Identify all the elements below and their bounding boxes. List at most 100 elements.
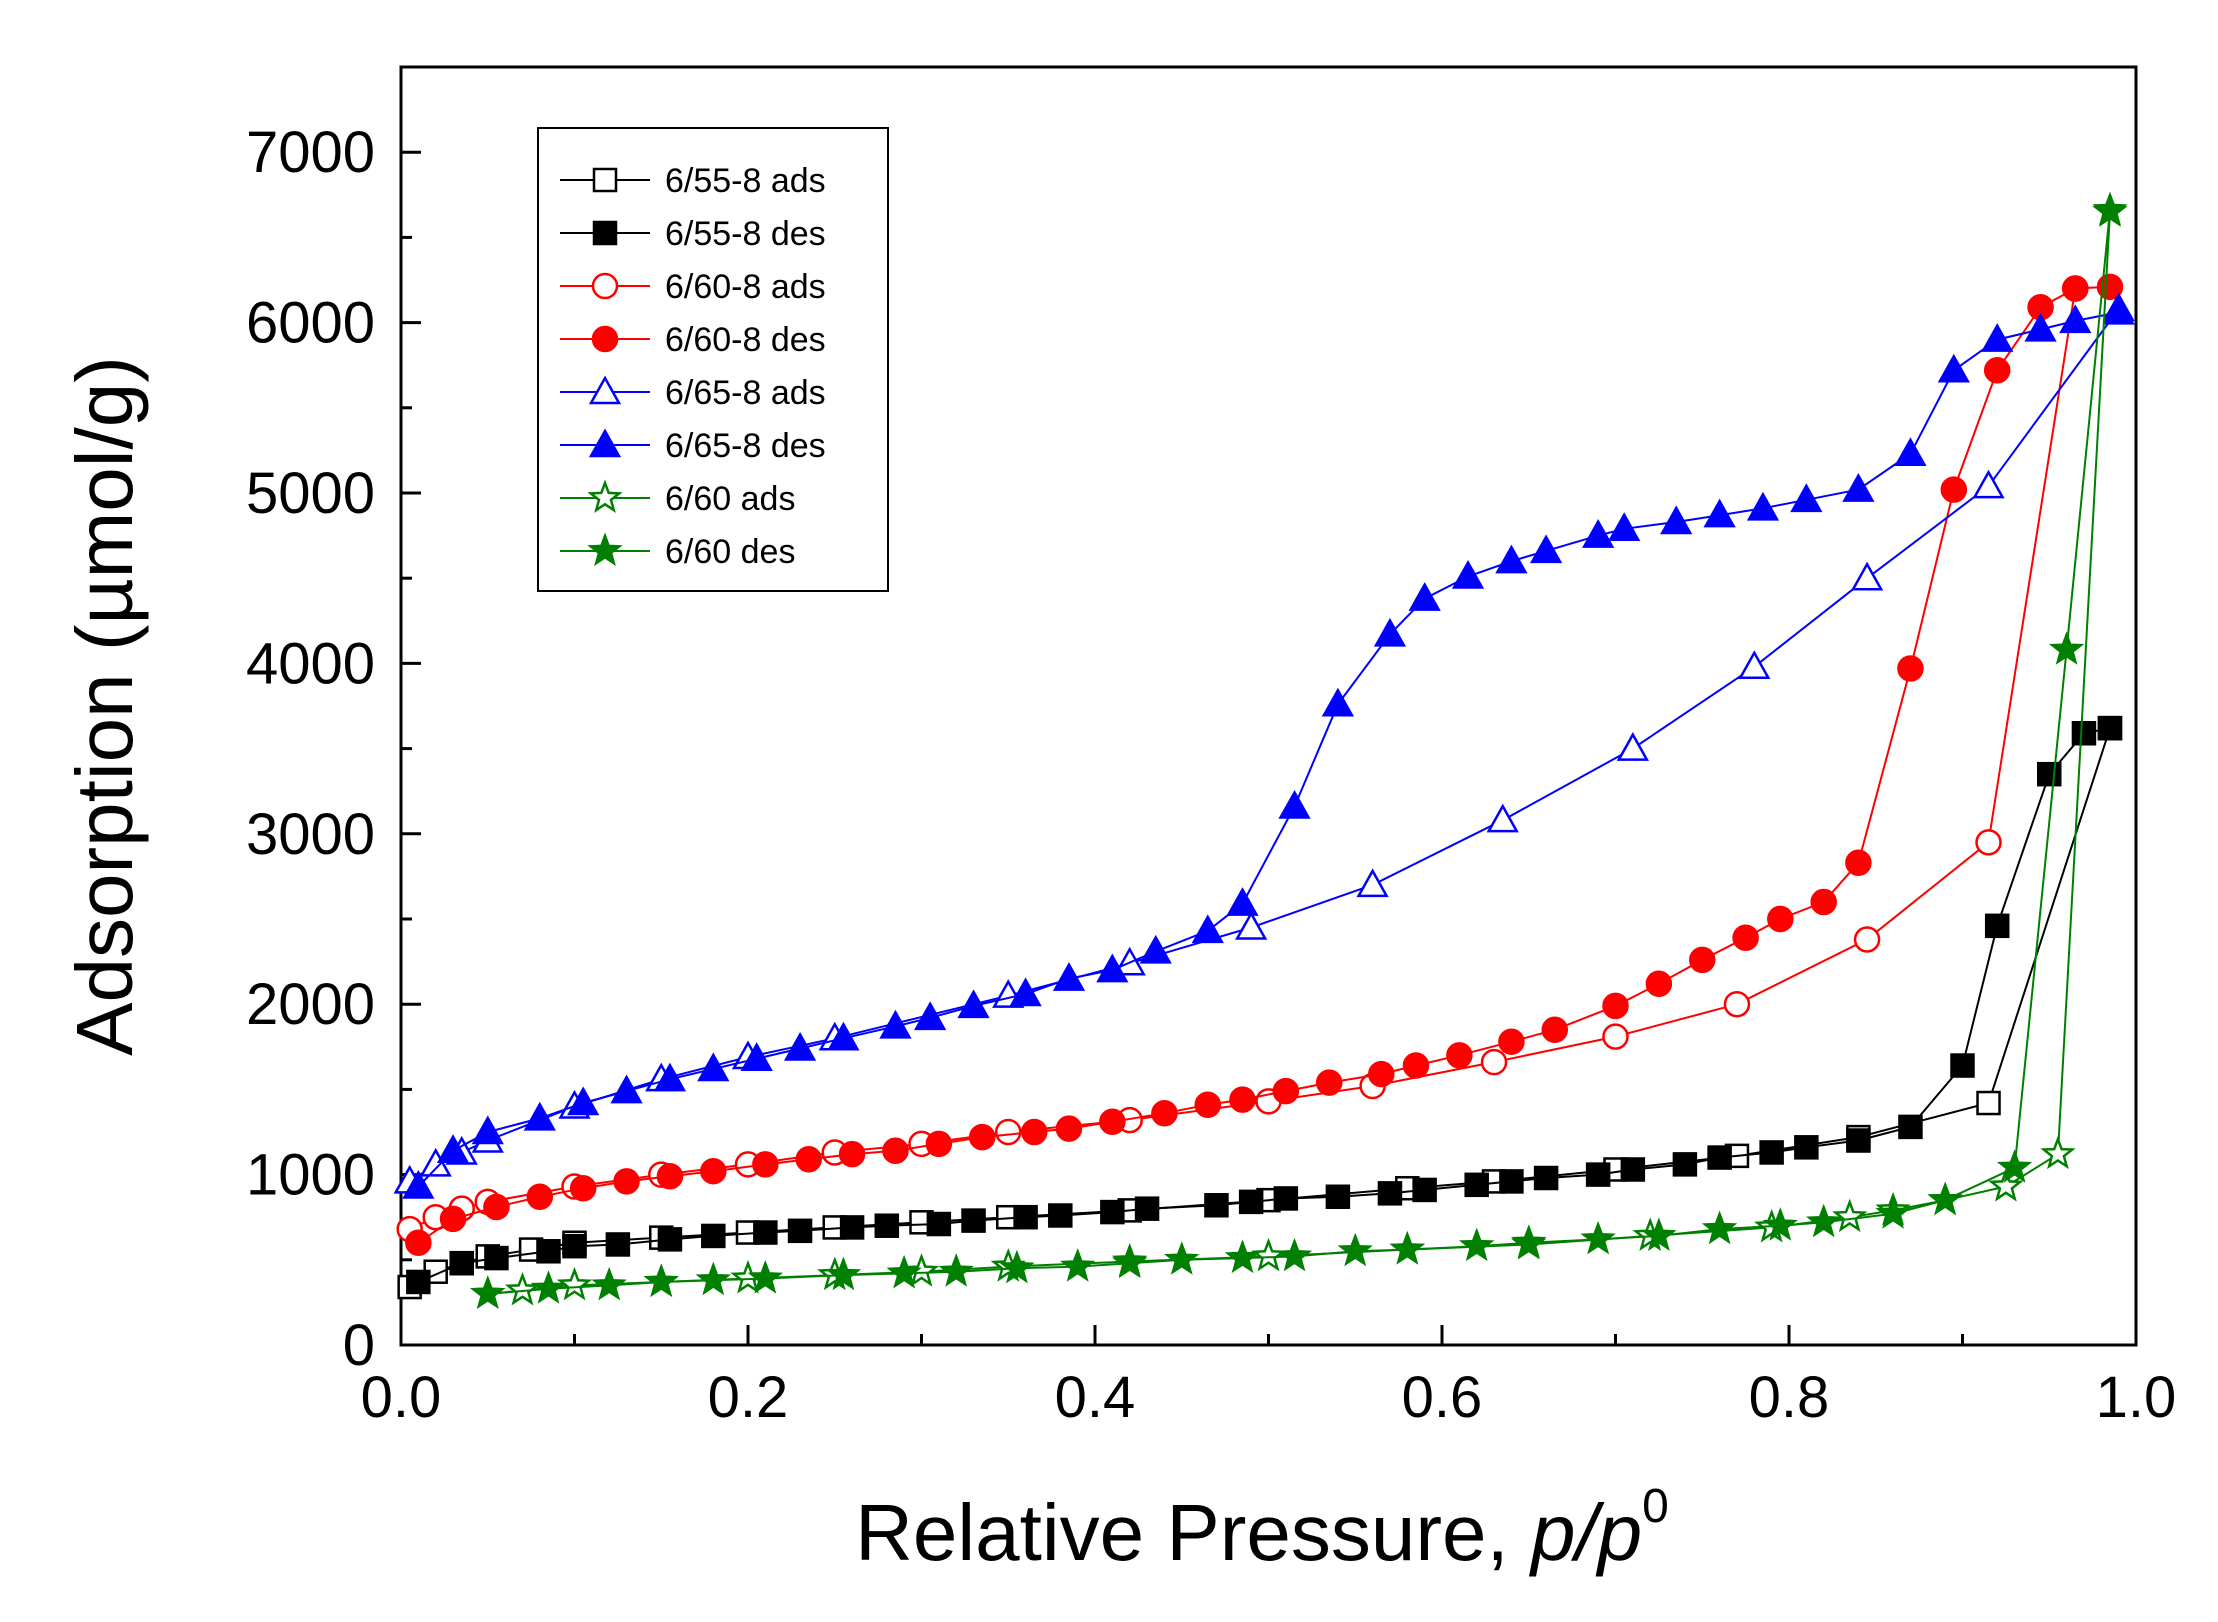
data-point: [483, 1193, 510, 1221]
data-point: [1250, 1237, 1287, 1272]
series-line: [418, 727, 2111, 1283]
data-point: [1446, 1042, 1473, 1069]
data-point: [2040, 1135, 2076, 1170]
data-point: [903, 1253, 940, 1287]
data-point: [657, 1227, 683, 1252]
data-point: [1842, 473, 1875, 502]
data-point: [961, 1208, 986, 1233]
data-point: [523, 1101, 556, 1131]
data-point: [471, 1115, 504, 1145]
data-point: [1850, 561, 1884, 591]
legend-label: 6/60-8 des: [665, 321, 826, 359]
data-point: [886, 1254, 922, 1289]
data-point: [1048, 1203, 1073, 1228]
data-point: [1204, 1193, 1229, 1218]
data-point: [1972, 469, 2005, 499]
data-point: [1602, 1023, 1629, 1050]
data-point: [562, 1233, 587, 1259]
y-tick-label: 1000: [246, 1143, 375, 1208]
data-point: [1806, 1203, 1842, 1238]
data-point: [2097, 715, 2123, 741]
legend-label: 6/60-8 ads: [665, 268, 826, 306]
data-point: [1732, 924, 1759, 951]
data-point: [484, 1245, 509, 1271]
data-point: [1620, 1157, 1646, 1182]
legend-label: 6/55-8 des: [665, 215, 826, 253]
data-point: [1533, 1165, 1559, 1191]
data-point: [1226, 887, 1259, 916]
data-point: [2062, 275, 2089, 302]
data-point: [504, 1271, 541, 1306]
series-6-60-des: [470, 191, 2128, 1309]
data-point: [1238, 1189, 1264, 1215]
y-tick-label: 6000: [246, 291, 375, 356]
data-point: [569, 1174, 597, 1202]
data-point: [605, 1232, 631, 1257]
data-point: [1373, 617, 1407, 647]
data-point: [874, 1213, 900, 1238]
data-point: [938, 1253, 974, 1287]
data-point: [999, 1249, 1035, 1284]
data-point: [1377, 1181, 1403, 1206]
legend-item: 6/65-8 ads: [560, 374, 826, 412]
data-point: [2037, 761, 2062, 787]
legend-marker: [591, 272, 619, 300]
y-tick-label: 3000: [246, 802, 375, 867]
data-point: [405, 1229, 432, 1257]
data-point: [1480, 1048, 1508, 1076]
y-tick-label: 5000: [246, 461, 375, 526]
data-point: [839, 1215, 865, 1240]
data-point: [1983, 357, 2011, 384]
data-point: [1641, 1217, 1677, 1252]
data-point: [2071, 721, 2097, 746]
data-point: [610, 1074, 643, 1104]
data-point: [1984, 913, 2010, 939]
data-point: [1273, 1186, 1299, 1211]
data-point: [1276, 1237, 1313, 1272]
data-point: [2059, 304, 2092, 334]
data-point: [436, 1134, 470, 1163]
data-point: [747, 1259, 783, 1294]
data-point: [1100, 1199, 1125, 1225]
legend-marker: [592, 220, 618, 246]
x-tick-label: 0.6: [1402, 1365, 1483, 1430]
legend-marker: [588, 428, 622, 458]
data-point: [825, 1256, 862, 1291]
legend: 6/55-8 ads 6/55-8 des 6/60-8 ads 6/60-8 des…: [537, 127, 889, 592]
data-point: [701, 1223, 726, 1249]
data-point: [1278, 789, 1311, 819]
data-point: [526, 1183, 554, 1211]
legend-marker: [591, 325, 619, 353]
legend-item: 6/60-8 ads: [560, 268, 826, 306]
data-point: [1495, 544, 1528, 574]
data-point: [1689, 946, 1716, 974]
legend-item: 6/60 ads: [560, 479, 795, 518]
y-tick-label: 7000: [246, 120, 375, 185]
legend-item: 6/65-8 des: [560, 427, 826, 465]
data-point: [1927, 1181, 1963, 1216]
data-point: [1272, 1077, 1300, 1105]
data-point: [653, 1062, 687, 1092]
data-point: [752, 1151, 779, 1178]
data-point: [740, 1042, 773, 1071]
data-point: [1229, 1086, 1256, 1113]
data-point: [925, 1130, 953, 1158]
data-point: [1723, 990, 1751, 1018]
data-point: [1950, 1053, 1975, 1078]
data-point: [1897, 655, 1924, 682]
data-point: [567, 1086, 600, 1116]
data-point: [1975, 829, 2002, 856]
data-point: [1325, 1184, 1351, 1210]
legend-item: 6/55-8 des: [560, 215, 826, 253]
data-point: [1790, 483, 1823, 513]
data-point: [695, 1261, 732, 1296]
data-point: [1767, 905, 1794, 933]
data-point: [1511, 1224, 1547, 1258]
data-point: [1451, 559, 1485, 589]
data-point: [1832, 1198, 1868, 1233]
data-point: [402, 1169, 435, 1199]
legend-marker: [592, 167, 618, 193]
data-point: [2024, 312, 2057, 342]
data-point: [449, 1250, 474, 1276]
